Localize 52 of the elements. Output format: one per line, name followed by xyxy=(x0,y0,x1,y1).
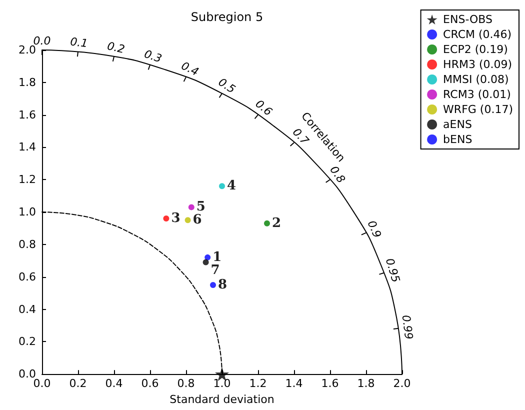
y-tick-label: 1.6 xyxy=(18,108,36,122)
legend-label: RCM3 (0.01) xyxy=(443,88,511,101)
annotation: 2 xyxy=(272,216,282,231)
y-tick-label: 0.0 xyxy=(18,368,36,381)
x-tick-label: 1.0 xyxy=(213,377,231,390)
annotation: 4 xyxy=(227,178,236,194)
legend-label: bENS xyxy=(443,133,472,146)
x-tick-label: 1.6 xyxy=(321,377,339,390)
x-tick-label: 2.0 xyxy=(393,377,411,390)
y-tick-label: 1.8 xyxy=(18,76,36,89)
y-tick-label: 2.0 xyxy=(18,44,36,56)
chart-title: Subregion 5 xyxy=(190,10,264,24)
x-tick-label: 0.6 xyxy=(141,377,159,390)
annotation: 0.8 xyxy=(327,164,348,186)
x-tick-label: 0.0 xyxy=(33,377,51,390)
x-axis-title: Standard deviation xyxy=(170,393,274,406)
annotation: 0.2 xyxy=(106,40,126,56)
annotation: 0.3 xyxy=(142,47,164,66)
legend-label: HRM3 (0.09) xyxy=(443,58,512,71)
x-tick-label: 1.2 xyxy=(249,377,267,390)
annotation: 5 xyxy=(196,200,206,215)
y-tick-label: 1.2 xyxy=(18,173,36,186)
legend-label: CRCM (0.46) xyxy=(443,28,512,41)
y-tick-label: 1.4 xyxy=(18,140,36,154)
annotation: 6 xyxy=(192,212,202,228)
legend-label: WRFG (0.17) xyxy=(443,103,514,116)
y-tick-label: 1.0 xyxy=(18,206,36,219)
text: 0.0 xyxy=(33,34,51,48)
annotation: 8 xyxy=(218,277,228,292)
legend-label: ENS-OBS xyxy=(443,13,493,26)
x-tick-label: 1.4 xyxy=(285,377,303,390)
legend-label: ECP2 (0.19) xyxy=(443,43,508,56)
legend-label: MMSI (0.08) xyxy=(443,73,509,86)
annotation: 0.4 xyxy=(179,59,201,79)
annotation: 7 xyxy=(210,262,220,278)
annotation: 1 xyxy=(212,250,222,265)
x-tick-label: 0.8 xyxy=(177,377,195,390)
y-tick-label: 0.6 xyxy=(18,270,36,284)
x-tick-label: 0.2 xyxy=(69,377,87,390)
annotation: 3 xyxy=(171,211,180,226)
text: 0.1 xyxy=(70,35,88,50)
annotation: 0.5 xyxy=(216,76,238,96)
y-tick-label: 0.4 xyxy=(18,302,36,316)
x-tick-label: 0.4 xyxy=(105,377,123,390)
annotation: 0.99 xyxy=(399,314,416,340)
y-tick-label: 0.8 xyxy=(18,238,36,251)
annotation: 0.6 xyxy=(252,97,275,118)
x-tick-label: 1.8 xyxy=(357,377,375,390)
annotation: 0.9 xyxy=(364,218,384,240)
annotation: 0.95 xyxy=(382,256,402,284)
legend-label: aENS xyxy=(443,118,472,131)
y-tick-label: 0.2 xyxy=(18,335,36,348)
